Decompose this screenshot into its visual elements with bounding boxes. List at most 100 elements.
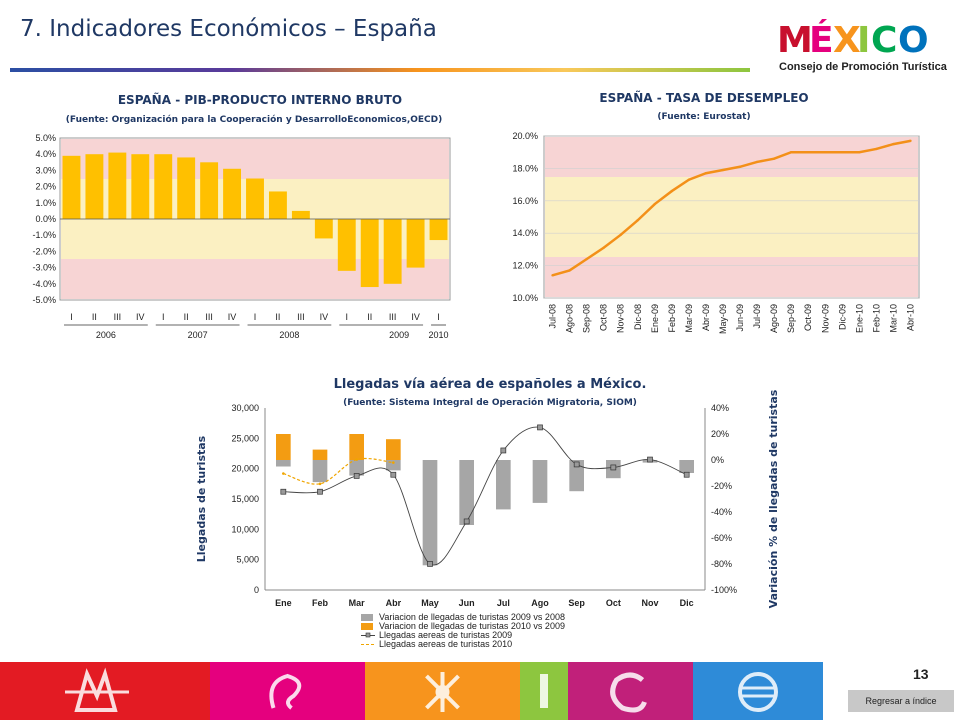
x-tick-label: I: [162, 312, 165, 322]
x-tick-label: Ago-09: [769, 304, 779, 333]
svg-text:C: C: [871, 20, 897, 61]
variation-2009-bar: [569, 460, 584, 492]
y-tick-label: 2.0%: [35, 182, 56, 192]
chart-title: Llegadas vía aérea de españoles a México…: [334, 377, 647, 392]
unemployment-point: [568, 269, 571, 272]
arrivals-2009-marker: [353, 473, 360, 479]
variation-2010-bar: [312, 449, 328, 460]
x-tick-label: IV: [320, 312, 329, 322]
y-tick-label: -1.0%: [32, 230, 56, 240]
svg-text:O: O: [898, 20, 929, 61]
y-tick-label: -5.0%: [32, 295, 56, 305]
arrivals-2009-marker: [573, 461, 580, 468]
variation-2010-bar: [349, 434, 364, 460]
y-tick-label: 10,000: [231, 524, 259, 534]
arrivals-2009-marker: [610, 464, 617, 471]
arrivals-2009-marker: [537, 424, 543, 431]
y-tick-label: 5.0%: [35, 133, 56, 143]
y2-tick-label: -40%: [711, 507, 732, 517]
x-tick-label: May: [421, 598, 439, 608]
chart-subtitle: (Fuente: Sistema Integral de Operación M…: [343, 397, 637, 408]
x-tick-label: May-09: [718, 304, 728, 334]
y-tick-label: 4.0%: [35, 149, 56, 159]
x-tick-label: Ene-09: [650, 304, 660, 333]
arrivals-2010-marker: [282, 472, 285, 475]
svg-text:X: X: [833, 20, 861, 61]
y-tick-label: 3.0%: [35, 165, 56, 175]
y2-tick-label: 0%: [711, 455, 724, 465]
band-magenta: [210, 662, 365, 720]
x-tick-label: Ago-08: [565, 304, 575, 333]
y-tick-label: 16.0%: [512, 196, 538, 206]
legend-label: Variacion de llegadas de turistas 2009 v…: [379, 612, 565, 622]
gdp-bar: [360, 219, 379, 288]
y-tick-label: 18.0%: [512, 163, 538, 173]
x-tick-label: Sep-08: [582, 304, 592, 333]
variation-2009-bar: [679, 460, 694, 473]
sun-icon: [425, 672, 460, 712]
x-tick-label: Ago: [531, 598, 549, 608]
legend-label: Llegadas aereas de turistas 2009: [379, 630, 512, 640]
x-tick-label: IV: [228, 312, 237, 322]
back-to-index-button[interactable]: Regresar a índice: [848, 690, 954, 712]
x-tick-label: Dic-08: [633, 304, 643, 330]
arrivals-2009-marker: [463, 518, 470, 525]
y-tick-label: 10.0%: [512, 293, 538, 303]
y-tick-label: -2.0%: [32, 246, 56, 256]
y2-tick-label: -60%: [711, 533, 732, 543]
unemployment-point: [789, 151, 793, 154]
variation-2009-bar: [532, 460, 548, 503]
unemployment-point: [909, 139, 912, 143]
gdp-bar: [108, 152, 127, 219]
variation-2009-bar: [349, 460, 364, 476]
unemployment-point: [738, 165, 742, 168]
mexico-logo: M É X I C O Consejo de Promoción Turísti…: [777, 19, 948, 73]
variation-2009-bar: [496, 460, 511, 510]
logo-subtitle: Consejo de Promoción Turística: [779, 61, 948, 73]
x-tick-label: IV: [136, 312, 145, 322]
x-tick-label: Oct: [606, 598, 621, 608]
x-tick-label: Mar-09: [684, 304, 694, 333]
x-tick-label: Oct-09: [803, 304, 813, 331]
y2-tick-label: -100%: [711, 585, 737, 595]
legend-swatch: [361, 623, 373, 630]
arrivals-2010-marker: [392, 461, 395, 464]
svg-text:É: É: [809, 19, 834, 61]
sphere-icon: [738, 672, 778, 712]
unemployment-point: [636, 219, 639, 222]
arrivals-2009-marker: [500, 447, 507, 454]
unemployment-point: [602, 246, 605, 249]
year-label: 2010: [429, 330, 449, 340]
arrivals-2009-marker: [683, 471, 690, 478]
y-tick-label: 20,000: [231, 464, 259, 474]
x-tick-label: Jun-09: [735, 304, 745, 332]
y-tick-label: 14.0%: [512, 228, 538, 238]
x-tick-label: III: [297, 312, 305, 322]
y-tick-label: 1.0%: [35, 198, 56, 208]
x-tick-label: II: [275, 312, 280, 322]
year-label: 2009: [389, 330, 409, 340]
unemployment-point: [670, 189, 674, 193]
page-title: 7. Indicadores Económicos – España: [20, 16, 437, 42]
x-tick-label: Jul-09: [752, 304, 762, 329]
x-tick-label: II: [184, 312, 189, 322]
snail-icon: [269, 673, 302, 710]
x-tick-label: Abr-09: [701, 304, 711, 331]
y-tick-label: 20.0%: [512, 131, 538, 141]
unemployment-point: [755, 160, 759, 164]
page-number: 13: [913, 666, 929, 682]
year-label: 2006: [96, 330, 116, 340]
svg-text:I: I: [857, 20, 870, 61]
spiral-icon: [610, 672, 647, 713]
x-tick-label: Feb: [312, 598, 329, 608]
gdp-bar: [154, 154, 173, 219]
y-tick-label: 12.0%: [512, 261, 538, 271]
x-tick-label: II: [92, 312, 97, 322]
chart-title: ESPAÑA - PIB-PRODUCTO INTERNO BRUTO: [118, 92, 402, 107]
x-tick-label: Nov-08: [616, 304, 626, 333]
x-tick-label: I: [70, 312, 73, 322]
x-tick-label: Abr: [386, 598, 402, 608]
gdp-bar: [85, 154, 104, 219]
variation-2009-bar: [459, 460, 474, 525]
x-tick-label: Jun: [459, 598, 475, 608]
